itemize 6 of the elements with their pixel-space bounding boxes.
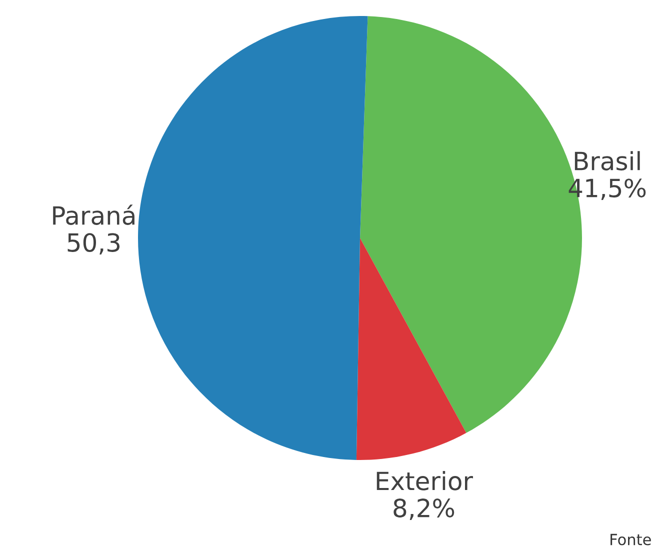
data-label: 50,3 (68, 233, 120, 255)
slice-label: Exterior (376, 471, 474, 490)
data-label: 8,2% (394, 498, 454, 520)
slice-label: Brasil (574, 151, 640, 170)
slice-label: Paraná (53, 204, 134, 225)
text: Fonte (610, 534, 651, 546)
